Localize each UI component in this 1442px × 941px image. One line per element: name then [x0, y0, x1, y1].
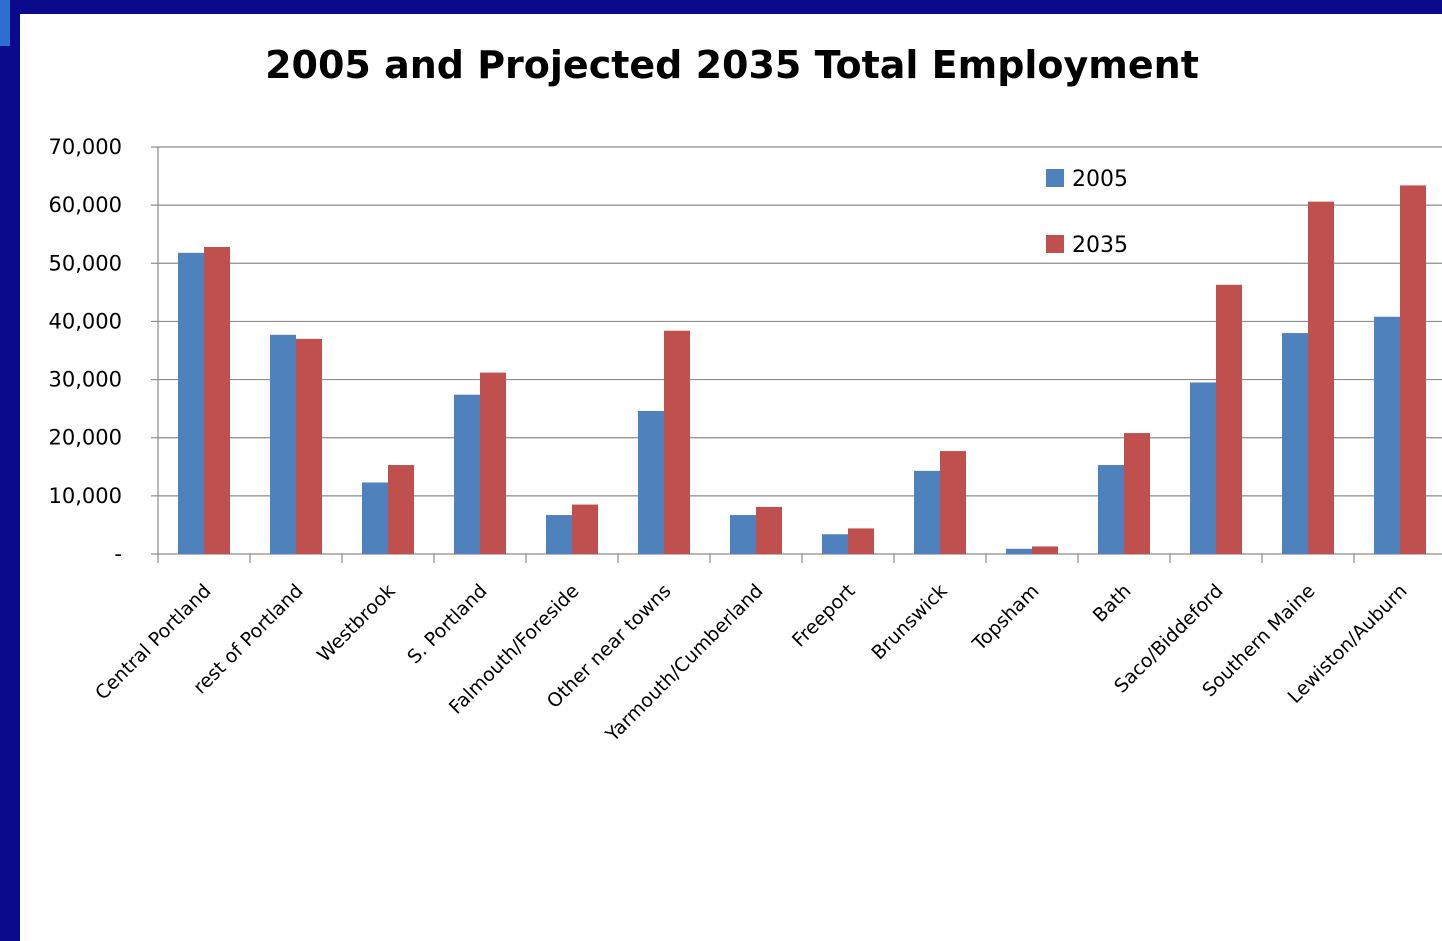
y-tick-label: 50,000 — [49, 251, 122, 275]
bar-2005 — [730, 515, 756, 554]
category-label: Westbrook — [313, 580, 400, 667]
bar-2035 — [756, 506, 782, 554]
y-tick-label: 70,000 — [49, 135, 122, 159]
bar-2005 — [1282, 333, 1308, 554]
bar-2035 — [572, 504, 598, 554]
slide-accent-strip — [0, 0, 10, 941]
bar-2035 — [1032, 546, 1058, 554]
bar-2035 — [296, 338, 322, 554]
category-label: Yarmouth/Cumberland — [601, 580, 768, 747]
y-axis-tick-labels: - 10,000 20,000 30,000 40,000 50,000 60,000 70,… — [49, 135, 122, 566]
bar-2005 — [1374, 316, 1400, 554]
bar-2035 — [388, 465, 414, 554]
bar-2005 — [1006, 548, 1032, 554]
chart-title: 2005 and Projected 2035 Total Employment — [265, 43, 1199, 87]
bar-2005 — [822, 534, 848, 554]
y-tick-label: 20,000 — [49, 426, 122, 450]
bars — [178, 185, 1426, 555]
bar-2035 — [204, 247, 230, 554]
bar-2005 — [1098, 465, 1124, 554]
y-tick-label: 60,000 — [49, 193, 122, 217]
category-label: Freeport — [788, 580, 860, 652]
bar-2035 — [1124, 433, 1150, 554]
legend-label-2035: 2035 — [1072, 233, 1128, 258]
bar-2005 — [362, 482, 388, 554]
bar-2035 — [848, 528, 874, 554]
bar-2005 — [638, 410, 664, 554]
bar-2035 — [664, 330, 690, 554]
bar-2035 — [480, 372, 506, 554]
bar-2035 — [1308, 201, 1334, 554]
y-tick-label: 10,000 — [49, 484, 122, 508]
bar-2035 — [1400, 185, 1426, 555]
bar-2005 — [270, 334, 296, 554]
category-label: Topsham — [968, 580, 1044, 656]
bar-2035 — [1216, 284, 1242, 554]
category-label: S. Portland — [403, 580, 491, 668]
bar-2005 — [914, 470, 940, 554]
y-tick-label: 30,000 — [49, 368, 122, 392]
gridlines — [158, 146, 1442, 497]
y-tick-label: 40,000 — [49, 309, 122, 333]
bar-2005 — [178, 252, 204, 554]
bar-2005 — [1190, 382, 1216, 554]
legend-swatch-2035 — [1046, 235, 1064, 253]
bar-2005 — [454, 394, 480, 554]
bar-2005 — [546, 515, 572, 554]
axes — [151, 146, 1442, 563]
legend: 2005 2035 — [1046, 167, 1128, 258]
bar-2035 — [940, 451, 966, 554]
y-tick-label: - — [114, 542, 122, 566]
category-label: Bath — [1089, 580, 1136, 627]
legend-swatch-2005 — [1046, 169, 1064, 187]
category-label: Brunswick — [867, 580, 951, 664]
legend-label-2005: 2005 — [1072, 167, 1128, 192]
